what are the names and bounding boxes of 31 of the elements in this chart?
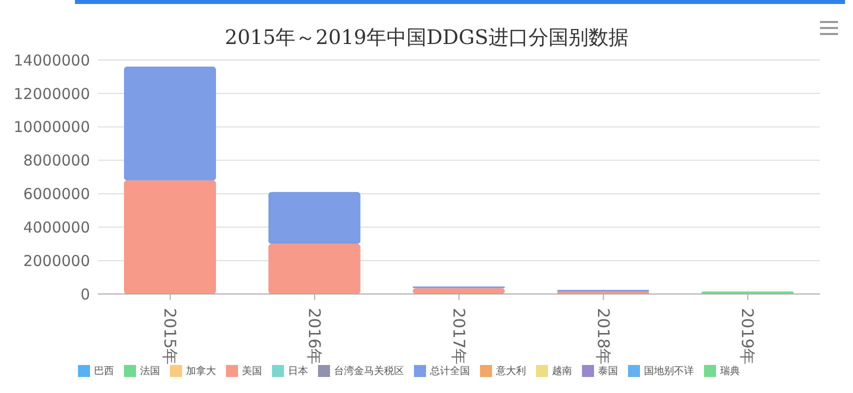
legend-label: 台湾金马关税区 xyxy=(334,366,404,377)
y-tick-label: 14000000 xyxy=(14,51,90,70)
bar xyxy=(412,288,505,294)
x-tick-label: 2019年 xyxy=(738,308,758,365)
y-tick-label: 12000000 xyxy=(14,84,90,103)
legend-label: 巴西 xyxy=(94,366,114,377)
legend-label: 法国 xyxy=(140,366,160,377)
y-tick-label: 2000000 xyxy=(23,252,90,270)
bar xyxy=(268,244,360,294)
legend-label: 加拿大 xyxy=(186,366,216,377)
legend-label: 美国 xyxy=(242,366,262,377)
bar xyxy=(268,192,360,244)
y-tick-label: 10000000 xyxy=(14,118,90,136)
y-tick-label: 0 xyxy=(80,285,90,304)
y-tick-label: 6000000 xyxy=(23,185,90,204)
y-tick-label: 8000000 xyxy=(23,152,90,170)
legend-label: 国地别不详 xyxy=(644,366,694,377)
x-tick-label: 2018年 xyxy=(594,308,613,365)
legend-label: 总计全国 xyxy=(430,366,470,377)
legend-label: 泰国 xyxy=(598,366,618,377)
bar xyxy=(124,66,216,180)
legend-label: 越南 xyxy=(552,366,572,377)
legend-label: 日本 xyxy=(288,366,308,377)
x-tick-label: 2017年 xyxy=(449,308,468,365)
legend-label: 瑞典 xyxy=(720,366,740,377)
x-tick-label: 2015年 xyxy=(160,308,180,365)
legend-label: 意大利 xyxy=(496,366,526,377)
chart-title: 2015年～2019年中国DDGS进口分国别数据 xyxy=(224,24,630,51)
y-tick-label: 4000000 xyxy=(23,218,90,236)
bar xyxy=(124,180,216,294)
x-tick-label: 2016年 xyxy=(305,308,324,365)
